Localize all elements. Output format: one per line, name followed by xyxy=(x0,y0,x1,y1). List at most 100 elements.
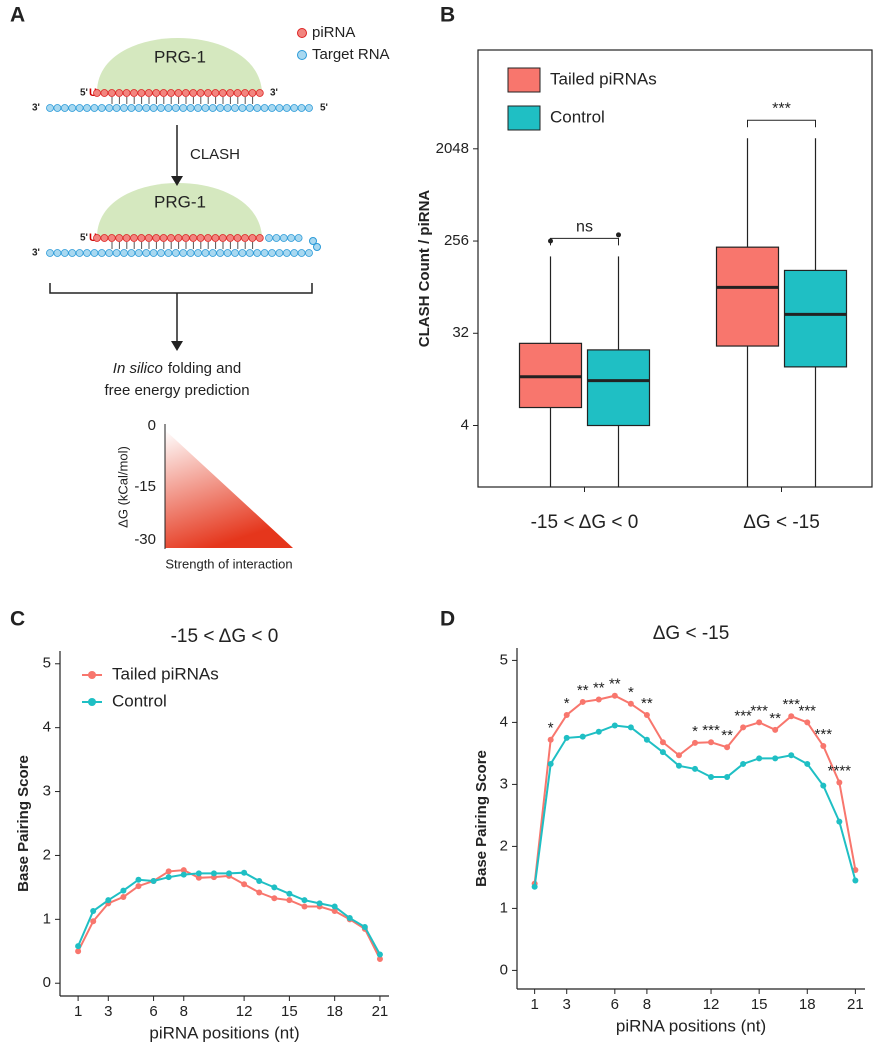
point xyxy=(301,897,308,904)
bead xyxy=(208,104,217,112)
point xyxy=(241,869,248,876)
legend-label: Tailed piRNAs xyxy=(112,664,219,683)
bead xyxy=(241,89,249,97)
point xyxy=(659,749,666,756)
point xyxy=(210,870,217,877)
bead xyxy=(167,234,175,242)
bead xyxy=(97,104,106,112)
bead xyxy=(253,249,262,257)
point xyxy=(195,874,202,881)
end-label: U xyxy=(89,232,97,244)
bead xyxy=(105,249,114,257)
bead xyxy=(46,249,54,257)
legend-swatch xyxy=(507,105,541,131)
protein-label: PRG-1 xyxy=(154,192,206,211)
bead xyxy=(179,104,188,112)
box xyxy=(586,349,651,427)
chart-title: ΔG < -15 xyxy=(653,623,730,644)
bead xyxy=(134,249,143,257)
point xyxy=(579,733,586,740)
bead xyxy=(204,234,212,242)
energy-tick: -30 xyxy=(134,531,156,548)
bead xyxy=(216,249,225,257)
point xyxy=(135,876,142,883)
comparison-label: ns xyxy=(576,219,593,236)
chart-title: -15 < ΔG < 0 xyxy=(171,626,279,647)
point xyxy=(195,870,202,877)
bead xyxy=(167,89,175,97)
point xyxy=(852,877,859,884)
bead xyxy=(159,234,168,242)
bead xyxy=(152,89,161,97)
bead xyxy=(255,234,264,242)
x-tick-label: -15 < ΔG < 0 xyxy=(531,512,639,533)
bead xyxy=(46,104,54,112)
point xyxy=(271,895,278,902)
significance-label: * xyxy=(692,723,698,740)
y-tick-label: 1 xyxy=(43,910,51,927)
point xyxy=(804,719,811,726)
point xyxy=(316,900,323,907)
protein-shape xyxy=(97,183,262,237)
bead xyxy=(53,104,62,112)
x-tick-label: 6 xyxy=(149,1003,157,1020)
bead xyxy=(297,104,306,112)
bead xyxy=(112,104,121,112)
bracket xyxy=(49,283,313,343)
point xyxy=(150,878,157,884)
series-line xyxy=(533,724,857,887)
bead xyxy=(305,249,313,257)
significance-label: ** xyxy=(641,695,653,712)
bead xyxy=(233,89,242,97)
y-tick-label: 3 xyxy=(43,783,51,800)
x-tick-label: 1 xyxy=(530,996,538,1013)
bead xyxy=(201,249,210,257)
bead xyxy=(130,89,138,97)
y-axis-label: CLASH Count / piRNA xyxy=(416,190,433,348)
point xyxy=(788,713,795,720)
series-line xyxy=(77,869,381,960)
y-tick-label: 4 xyxy=(461,416,469,433)
bead xyxy=(174,89,183,97)
arrowhead xyxy=(171,176,183,186)
bead xyxy=(134,104,143,112)
point xyxy=(547,736,554,743)
y-axis-label: Base Pairing Score xyxy=(473,750,490,887)
point xyxy=(692,739,699,746)
bead xyxy=(218,234,227,242)
end-label: 3' xyxy=(270,88,278,99)
bead xyxy=(93,89,101,97)
comparison-label: *** xyxy=(772,100,791,117)
comparison-bracket xyxy=(550,237,619,246)
point xyxy=(724,773,731,780)
legend-label: Tailed piRNAs xyxy=(550,69,657,88)
point xyxy=(75,948,82,955)
point xyxy=(120,893,127,900)
bead xyxy=(122,89,131,97)
energy-x-label: Strength of interaction xyxy=(165,556,292,571)
bead xyxy=(245,104,254,112)
bead xyxy=(238,104,247,112)
point xyxy=(772,726,779,733)
significance-label: *** xyxy=(815,726,833,743)
prediction-text: free energy prediction xyxy=(104,382,249,399)
x-tick-label: 12 xyxy=(703,996,720,1013)
protein-shape xyxy=(97,38,262,92)
bead xyxy=(196,89,205,97)
point xyxy=(708,739,715,746)
significance-label: *** xyxy=(799,702,817,719)
bead xyxy=(157,249,165,257)
bead xyxy=(120,249,128,257)
bead xyxy=(142,249,151,257)
bead xyxy=(189,234,198,242)
bead xyxy=(279,234,288,242)
bead xyxy=(75,104,84,112)
outlier xyxy=(616,232,621,238)
bead xyxy=(297,249,306,257)
bead xyxy=(127,249,136,257)
box xyxy=(783,269,848,368)
point xyxy=(361,924,368,930)
bead xyxy=(218,89,227,97)
bead xyxy=(313,243,321,251)
